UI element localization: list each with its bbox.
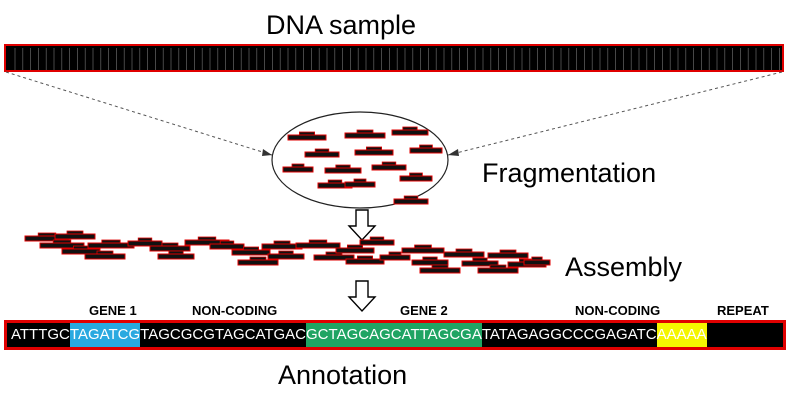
dna-fragment	[354, 146, 394, 156]
non-coding-label-2: NON-CODING	[575, 303, 661, 318]
fragment-pool-ellipse	[271, 111, 449, 209]
dna-fragment	[54, 230, 96, 240]
dna-sample-bar	[4, 44, 784, 72]
dna-fragment	[39, 239, 85, 249]
dna-fragment	[399, 172, 433, 182]
dna-fragment	[335, 244, 375, 254]
dna-fragment	[237, 256, 279, 266]
dna-fragment	[231, 246, 271, 256]
dna-fragment	[157, 250, 195, 260]
dna-fragment	[287, 131, 327, 141]
dna-fragment	[359, 236, 395, 246]
zoom-arrowhead-left	[262, 149, 272, 156]
dna-fragment	[523, 256, 551, 266]
dna-fragment	[393, 195, 429, 205]
zoom-line-left	[5, 71, 273, 156]
assembly-label: Assembly	[565, 252, 683, 282]
fragmentation-label: Fragmentation	[482, 158, 657, 188]
dna-fragment	[84, 250, 126, 260]
sequence-segment: TATAGAGGCCCGAGATC	[481, 323, 657, 347]
sequence-segment: TAGCGCGTAGCATGAC	[140, 323, 307, 347]
dna-sample-title: DNA sample	[266, 10, 417, 40]
dna-sample-ticks	[14, 48, 780, 70]
gene-2-label: GENE 2	[400, 303, 448, 318]
dna-fragment	[401, 244, 445, 254]
down-arrow-2	[347, 280, 377, 313]
dna-fragment	[379, 251, 411, 261]
dna-fragment	[411, 256, 449, 266]
gene-1-label: GENE 1	[89, 303, 137, 318]
dna-fragment	[295, 239, 341, 249]
repeat-label: REPEAT	[717, 303, 769, 318]
dna-fragment	[461, 257, 499, 267]
dna-fragment	[344, 129, 386, 139]
sequence-segment: ATTTGC	[11, 323, 70, 347]
sequence-segment-repeat: AAAAA	[656, 323, 707, 347]
assembled-reads	[24, 230, 551, 274]
dna-fragment	[409, 144, 443, 154]
annotation-label: Annotation	[278, 360, 408, 390]
dna-fragment	[443, 248, 485, 258]
dna-fragment	[282, 163, 314, 173]
dna-fragment	[487, 249, 529, 259]
dna-fragments	[282, 126, 443, 205]
dna-fragment	[313, 251, 355, 261]
non-coding-label-1: NON-CODING	[192, 303, 278, 318]
sequence-segment-gene-2: GCTAGCAGCATTAGCGA	[306, 323, 482, 347]
dna-fragment	[324, 164, 362, 174]
dna-fragment	[391, 126, 429, 136]
annotated-sequence: ATTTGC TAGATCG TAGCGCGTAGCATGAC GCTAGCAG…	[4, 320, 786, 350]
dna-fragment	[267, 250, 305, 260]
dna-fragment	[477, 264, 519, 274]
zoom-arrowhead-right	[448, 149, 459, 156]
down-arrow-1	[347, 209, 377, 242]
dna-fragment	[344, 178, 376, 188]
dna-fragment	[87, 239, 135, 249]
dna-fragment	[127, 237, 163, 247]
dna-fragment	[345, 255, 385, 265]
dna-fragment	[419, 264, 461, 274]
dna-fragment	[209, 240, 245, 250]
dna-fragment	[371, 161, 407, 171]
sequence-segment-gene-1: TAGATCG	[69, 323, 141, 347]
zoom-line-right	[447, 71, 783, 156]
dna-fragment	[304, 148, 340, 158]
